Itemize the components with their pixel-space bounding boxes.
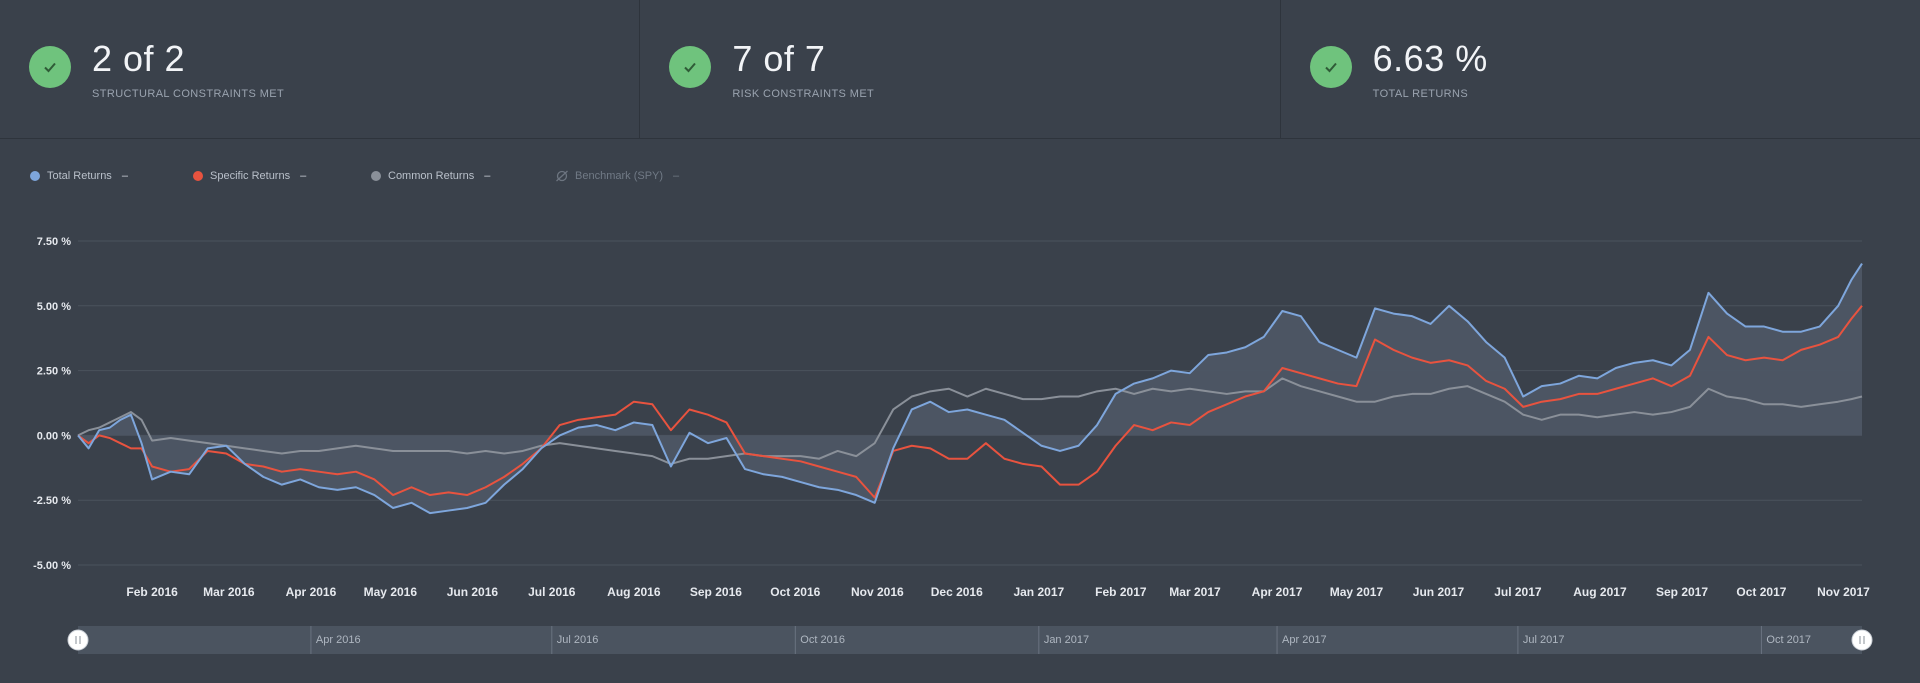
x-tick-label: Mar 2017 bbox=[1169, 585, 1221, 599]
x-tick-label: Jul 2016 bbox=[528, 585, 576, 599]
navigator-tick-label: Oct 2017 bbox=[1766, 634, 1811, 646]
legend-value: – bbox=[121, 170, 128, 182]
navigator-tick-label: Apr 2017 bbox=[1282, 634, 1327, 646]
navigator-tick-label: Jul 2017 bbox=[1523, 634, 1565, 646]
x-tick-label: Jun 2017 bbox=[1413, 585, 1465, 599]
kpi-structural-constraints: 2 of 2 STRUCTURAL CONSTRAINTS MET bbox=[0, 0, 641, 138]
x-tick-label: Nov 2016 bbox=[851, 585, 904, 599]
kpi-total-returns: 6.63 % TOTAL RETURNS bbox=[1281, 0, 1920, 138]
x-tick-label: Feb 2017 bbox=[1095, 585, 1147, 599]
kpi-value: 7 of 7 bbox=[732, 38, 826, 79]
legend-label: Total Returns bbox=[47, 170, 112, 182]
legend-item-total-returns[interactable]: Total Returns – bbox=[30, 170, 193, 182]
y-tick-label: 2.50 % bbox=[37, 366, 71, 378]
kpi-bar: 2 of 2 STRUCTURAL CONSTRAINTS MET 7 of 7… bbox=[0, 0, 1920, 139]
y-tick-label: -5.00 % bbox=[33, 560, 71, 572]
navigator-handle-left[interactable] bbox=[67, 629, 89, 651]
total-returns-area bbox=[78, 263, 1862, 514]
x-tick-label: Nov 2017 bbox=[1817, 585, 1870, 599]
x-tick-label: Aug 2017 bbox=[1573, 585, 1627, 599]
legend-item-specific-returns[interactable]: Specific Returns – bbox=[193, 170, 371, 182]
x-tick-label: Apr 2017 bbox=[1252, 585, 1303, 599]
check-icon bbox=[29, 46, 71, 88]
navigator-tick-label: Jul 2016 bbox=[557, 634, 599, 646]
kpi-value: 6.63 % bbox=[1372, 38, 1488, 79]
x-tick-label: Jun 2016 bbox=[447, 585, 499, 599]
x-tick-label: Feb 2016 bbox=[126, 585, 178, 599]
y-tick-label: 5.00 % bbox=[37, 301, 71, 313]
y-tick-label: 0.00 % bbox=[37, 430, 71, 442]
x-tick-label: Sep 2017 bbox=[1656, 585, 1708, 599]
legend-item-benchmark[interactable]: Benchmark (SPY) – bbox=[555, 170, 679, 182]
legend-label: Specific Returns bbox=[210, 170, 291, 182]
legend-item-common-returns[interactable]: Common Returns – bbox=[371, 170, 555, 182]
y-tick-label: 7.50 % bbox=[37, 236, 71, 248]
legend-value: – bbox=[484, 170, 491, 182]
x-tick-label: May 2016 bbox=[364, 585, 418, 599]
kpi-label: STRUCTURAL CONSTRAINTS MET bbox=[92, 88, 285, 100]
x-tick-label: Aug 2016 bbox=[607, 585, 661, 599]
legend-dot-icon bbox=[371, 171, 381, 181]
check-icon bbox=[669, 46, 712, 88]
kpi-label: RISK CONSTRAINTS MET bbox=[732, 88, 875, 100]
navigator-tick-label: Oct 2016 bbox=[800, 634, 845, 646]
legend-value: – bbox=[300, 170, 307, 182]
x-tick-label: Sep 2016 bbox=[690, 585, 742, 599]
check-icon bbox=[1309, 46, 1352, 88]
x-tick-label: Dec 2016 bbox=[931, 585, 983, 599]
x-tick-label: Oct 2016 bbox=[770, 585, 820, 599]
legend-dot-icon bbox=[193, 171, 203, 181]
legend-label: Common Returns bbox=[388, 170, 475, 182]
navigator-track bbox=[78, 626, 1862, 654]
navigator-tick-label: Jan 2017 bbox=[1044, 634, 1089, 646]
x-tick-label: Jan 2017 bbox=[1013, 585, 1064, 599]
navigator-tick-label: Apr 2016 bbox=[316, 634, 361, 646]
x-tick-label: May 2017 bbox=[1330, 585, 1384, 599]
kpi-value: 2 of 2 bbox=[92, 38, 186, 79]
kpi-label: TOTAL RETURNS bbox=[1372, 88, 1469, 100]
x-tick-label: Jul 2017 bbox=[1494, 585, 1542, 599]
legend-value: – bbox=[673, 170, 680, 182]
legend-label: Benchmark (SPY) bbox=[575, 170, 664, 182]
x-tick-label: Apr 2016 bbox=[286, 585, 337, 599]
series-line-total-returns bbox=[77, 263, 1863, 515]
x-tick-label: Oct 2017 bbox=[1736, 585, 1786, 599]
y-tick-label: -2.50 % bbox=[33, 495, 71, 507]
navigator-handle-right[interactable] bbox=[1851, 629, 1873, 651]
series-line-common-returns bbox=[77, 377, 1863, 465]
series-line-specific-returns bbox=[77, 305, 1863, 499]
kpi-risk-constraints: 7 of 7 RISK CONSTRAINTS MET bbox=[640, 0, 1281, 138]
legend-dot-icon bbox=[30, 171, 40, 181]
x-tick-label: Mar 2016 bbox=[203, 585, 255, 599]
hidden-series-icon bbox=[555, 170, 569, 182]
chart-legend: Total Returns – Specific Returns – Commo… bbox=[30, 170, 679, 182]
